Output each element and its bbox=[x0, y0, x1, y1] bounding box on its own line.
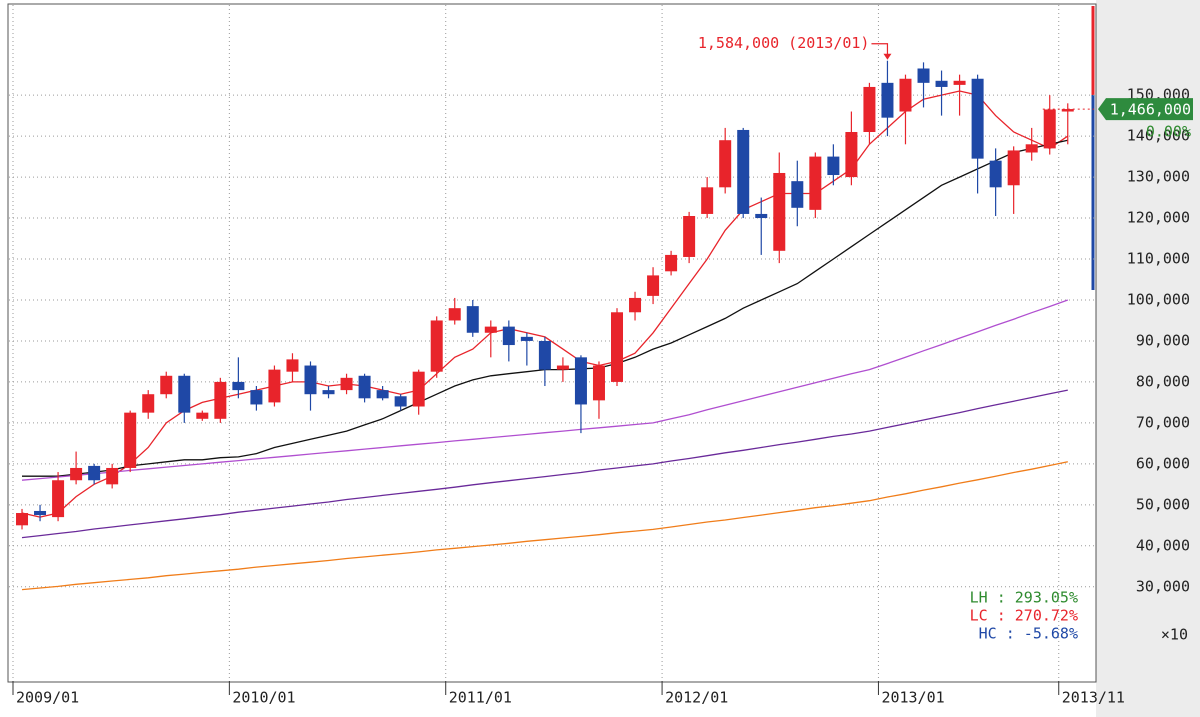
candle-body bbox=[611, 312, 624, 382]
candle-body bbox=[538, 340, 551, 370]
candle-body bbox=[701, 187, 714, 214]
candle-body bbox=[953, 80, 966, 85]
candle-body bbox=[268, 369, 281, 403]
change-label: 0.00% bbox=[1146, 123, 1191, 141]
candle-body bbox=[592, 365, 605, 401]
candle-body bbox=[899, 78, 912, 112]
x-tick-label: 2009/01 bbox=[16, 689, 79, 707]
candle-body bbox=[863, 86, 876, 133]
candle-body bbox=[34, 510, 47, 516]
candle-body bbox=[502, 326, 515, 346]
stat-label: HC : -5.68% bbox=[979, 625, 1078, 643]
candle-body bbox=[755, 213, 768, 219]
candle-body bbox=[773, 172, 786, 251]
candle-body bbox=[845, 132, 858, 178]
y-tick-label: 60,000 bbox=[1136, 454, 1190, 472]
peak-arrowhead bbox=[883, 53, 892, 60]
y-tick-label: 70,000 bbox=[1136, 413, 1190, 431]
y-tick-label: 30,000 bbox=[1136, 577, 1190, 595]
candle-body bbox=[286, 359, 299, 372]
candle-body bbox=[917, 68, 930, 83]
candle-body bbox=[124, 412, 137, 468]
candle-body bbox=[1061, 109, 1074, 112]
x-tick-label: 2010/01 bbox=[232, 689, 295, 707]
x-tick-label: 2013/11 bbox=[1062, 689, 1125, 707]
last-price-box bbox=[1098, 98, 1193, 121]
candle-body bbox=[16, 513, 29, 526]
candle-body bbox=[556, 365, 569, 370]
y-tick-label: 40,000 bbox=[1136, 536, 1190, 554]
candle-body bbox=[683, 215, 696, 257]
candle-body bbox=[142, 394, 155, 413]
candle-body bbox=[322, 390, 335, 395]
candle-body bbox=[412, 371, 425, 407]
candle-body bbox=[250, 390, 263, 405]
candle-body bbox=[430, 320, 443, 372]
candle-body bbox=[574, 357, 587, 405]
candle-body bbox=[827, 156, 840, 176]
candle-body bbox=[971, 78, 984, 159]
candle-body bbox=[791, 181, 804, 208]
candle-body bbox=[1025, 144, 1038, 153]
x-tick-label: 2012/01 bbox=[665, 689, 728, 707]
candle-body bbox=[394, 396, 407, 407]
y-tick-label: 100,000 bbox=[1127, 290, 1190, 308]
candle-body bbox=[70, 467, 83, 481]
last-price-label: 1,466,000 bbox=[1110, 101, 1191, 119]
y-tick-label: 110,000 bbox=[1127, 250, 1190, 268]
candle-body bbox=[88, 465, 101, 481]
candle-body bbox=[665, 254, 678, 272]
candle-body bbox=[629, 297, 642, 313]
unit-note: ×10 bbox=[1161, 626, 1188, 644]
candle-body bbox=[1043, 109, 1056, 149]
candle-body bbox=[106, 467, 119, 485]
candle-body bbox=[647, 275, 660, 296]
candle-body bbox=[989, 160, 1002, 188]
peak-arrow bbox=[871, 43, 889, 57]
moving-average-line bbox=[21, 389, 1068, 539]
y-tick-label: 140,000 bbox=[1127, 127, 1190, 145]
moving-average-line bbox=[21, 299, 1069, 481]
stat-label: LH : 293.05% bbox=[970, 589, 1078, 607]
candle-body bbox=[809, 156, 822, 210]
candle-body bbox=[376, 390, 389, 399]
candle-body bbox=[881, 82, 894, 118]
candle-body bbox=[1007, 150, 1020, 186]
candle-body bbox=[719, 140, 732, 188]
candle-body bbox=[737, 129, 750, 214]
candle-body bbox=[196, 412, 209, 419]
candle-body bbox=[214, 381, 227, 419]
candle-body bbox=[935, 80, 948, 87]
y-tick-label: 80,000 bbox=[1136, 372, 1190, 390]
moving-average-line bbox=[21, 461, 1068, 591]
candle-body bbox=[52, 480, 65, 518]
candle-body bbox=[160, 375, 173, 395]
x-tick-label: 2013/01 bbox=[881, 689, 944, 707]
y-tick-label: 130,000 bbox=[1127, 168, 1190, 186]
candle-body bbox=[466, 306, 479, 333]
candle-body bbox=[304, 365, 317, 395]
y-tick-label: 120,000 bbox=[1127, 209, 1190, 227]
y-tick-label: 50,000 bbox=[1136, 495, 1190, 513]
candle-body bbox=[358, 375, 371, 399]
candle-body bbox=[520, 336, 533, 341]
candle-body bbox=[484, 326, 497, 333]
y-tick-label: 90,000 bbox=[1136, 331, 1190, 349]
candle-body bbox=[232, 381, 245, 391]
x-tick-label: 2011/01 bbox=[449, 689, 512, 707]
plot-frame bbox=[7, 3, 1097, 683]
candle-body bbox=[178, 375, 191, 413]
peak-label: 1,584,000 (2013/01) bbox=[698, 34, 870, 52]
candle-body bbox=[340, 377, 353, 391]
stat-label: LC : 270.72% bbox=[970, 607, 1078, 625]
candle-body bbox=[448, 308, 461, 321]
plot-marks bbox=[16, 60, 1074, 591]
